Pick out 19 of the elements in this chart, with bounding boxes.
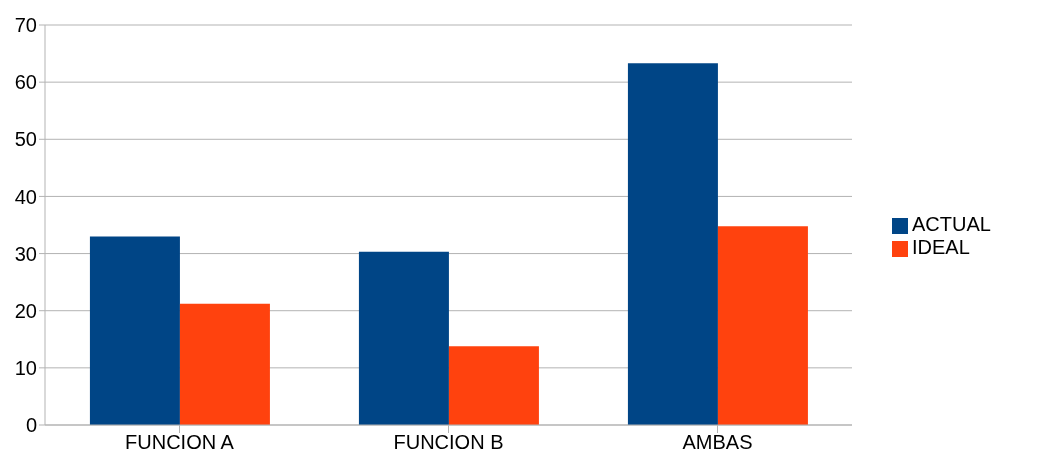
bar xyxy=(358,251,449,425)
y-tick-label: 0 xyxy=(25,414,37,437)
legend-label: ACTUAL xyxy=(912,212,991,235)
x-tick-label: FUNCION B xyxy=(393,431,504,454)
y-tick-label: 20 xyxy=(14,299,37,322)
legend-label: IDEAL xyxy=(912,235,970,258)
y-tick-label: 30 xyxy=(14,242,37,265)
y-tick-label: 40 xyxy=(14,185,37,208)
y-tick-label: 60 xyxy=(14,71,37,94)
bar xyxy=(448,346,539,425)
bar xyxy=(717,226,808,425)
x-tick-label: FUNCION A xyxy=(125,431,235,454)
y-tick-label: 10 xyxy=(14,356,37,379)
bar xyxy=(179,303,270,425)
y-tick-label: 70 xyxy=(14,14,37,37)
x-tick-label: AMBAS xyxy=(682,431,753,454)
y-tick-label: 50 xyxy=(14,128,37,151)
bar xyxy=(89,236,180,425)
bar xyxy=(627,63,718,425)
